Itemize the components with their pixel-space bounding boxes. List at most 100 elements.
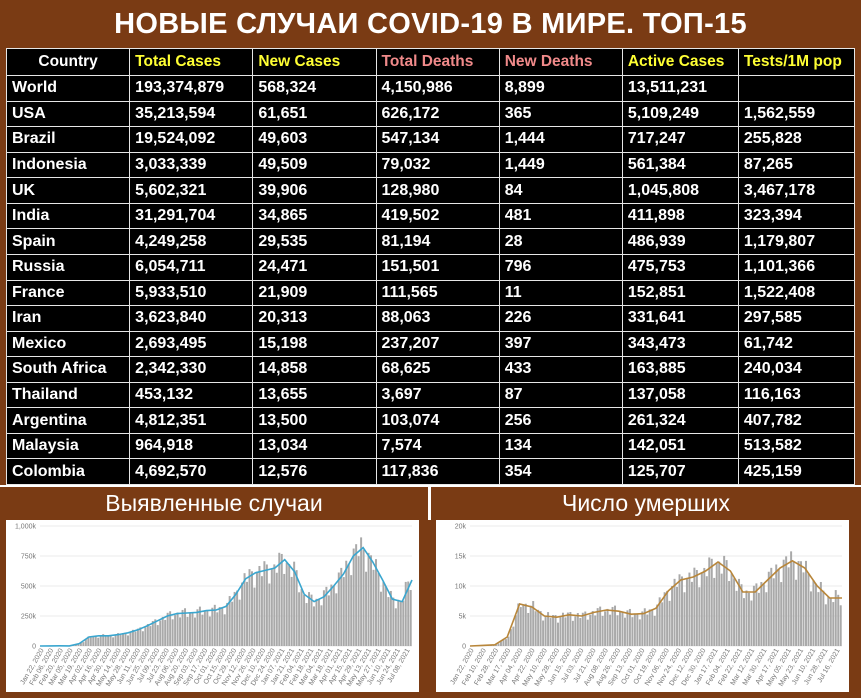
bar [161,616,164,646]
bar [305,603,308,646]
value-cell: 343,473 [621,330,739,358]
bar [295,570,298,646]
value-cell: 5,602,321 [129,177,254,204]
country-cell: France [5,279,131,307]
bar [606,608,609,646]
bar [497,643,500,646]
country-cell: Malaysia [5,432,131,460]
bar [211,607,214,646]
country-cell: Mexico [5,330,131,358]
table-header-row: Country Total Cases New Cases Total Deat… [5,48,856,76]
bar [362,549,365,646]
value-cell: 81,194 [375,228,500,255]
bar [537,609,540,646]
bar [127,635,129,646]
bar [320,605,323,646]
country-cell: Colombia [5,458,131,485]
bar [495,644,497,646]
bar [107,635,110,646]
country-cell: World [5,75,131,102]
bar [233,591,236,646]
value-cell: 61,742 [737,330,856,358]
value-cell: 61,651 [252,100,377,128]
country-cell: Thailand [5,381,131,409]
value-cell: 3,033,339 [129,151,254,179]
bar [360,537,363,646]
bar [509,629,512,646]
bar [499,641,502,646]
bar [745,590,748,646]
bar [122,633,125,646]
cases-chart-title: Выявленные случаи [105,489,323,516]
y-tick-label: 5k [459,614,467,621]
value-cell: 79,032 [375,151,500,179]
bar [834,590,837,646]
bar [760,582,763,646]
value-cell: 3,697 [375,381,500,409]
bar [695,570,698,646]
country-cell: Iran [5,305,131,332]
bar [79,642,82,646]
value-cell: 117,836 [375,458,500,485]
value-cell: 28 [498,228,623,255]
value-cell: 1,179,807 [737,228,856,255]
bar [77,644,80,646]
bar [134,631,137,646]
value-cell: 4,249,258 [129,228,254,255]
bar [750,600,753,646]
bar [92,636,95,646]
bar [837,594,840,646]
trend-line [469,559,842,647]
bar [601,615,604,646]
bar [409,590,412,646]
bar [802,572,805,646]
bar [728,581,731,646]
bar [174,615,177,646]
table-row: Argentina 4,812,351 13,500 103,074 256 261,32… [5,407,856,434]
bar [241,582,244,646]
bar [762,584,765,646]
value-cell: 68,625 [375,356,500,383]
bar [653,615,656,646]
bar [641,611,644,646]
bar [223,614,226,646]
table-row: Indonesia 3,033,339 49,509 79,032 1,449 561,3… [5,151,856,179]
value-cell: 103,074 [375,407,500,434]
value-cell: 29,535 [252,228,377,255]
bar [829,597,832,646]
value-cell: 1,444 [498,126,623,153]
bar [149,626,152,646]
bar [619,611,621,646]
value-cell: 35,213,594 [129,100,254,128]
bar [685,577,688,646]
bar [184,608,187,646]
bar [203,610,206,646]
value-cell: 486,939 [621,228,739,255]
bar [822,590,825,646]
bar [723,555,726,646]
bar [253,587,256,646]
bar [658,597,661,646]
covid-table: Country Total Cases New Cases Total Deat… [5,48,856,485]
value-cell: 4,150,986 [375,75,500,102]
header-tests-per-million: Tests/1M pop [737,48,856,76]
country-cell: UK [5,177,131,204]
bar [581,612,584,646]
table-row: South Africa 2,342,330 14,858 68,625 433 163,… [5,356,856,383]
value-cell: 49,509 [252,151,377,179]
bar [787,567,790,646]
country-cell: Brazil [5,126,131,153]
bar [552,615,555,646]
value-cell: 240,034 [737,356,856,383]
bar [683,592,686,646]
value-cell: 19,524,092 [129,126,254,153]
bar [280,553,283,646]
y-tick-label: 500k [21,584,37,591]
value-cell: 3,467,178 [737,177,856,204]
bar [770,567,773,646]
value-cell: 111,565 [375,279,500,307]
table-row: India 31,291,704 34,865 419,502 481 411,898 32… [5,202,856,230]
bar [633,613,636,646]
bar [678,574,681,646]
bar [99,635,102,646]
